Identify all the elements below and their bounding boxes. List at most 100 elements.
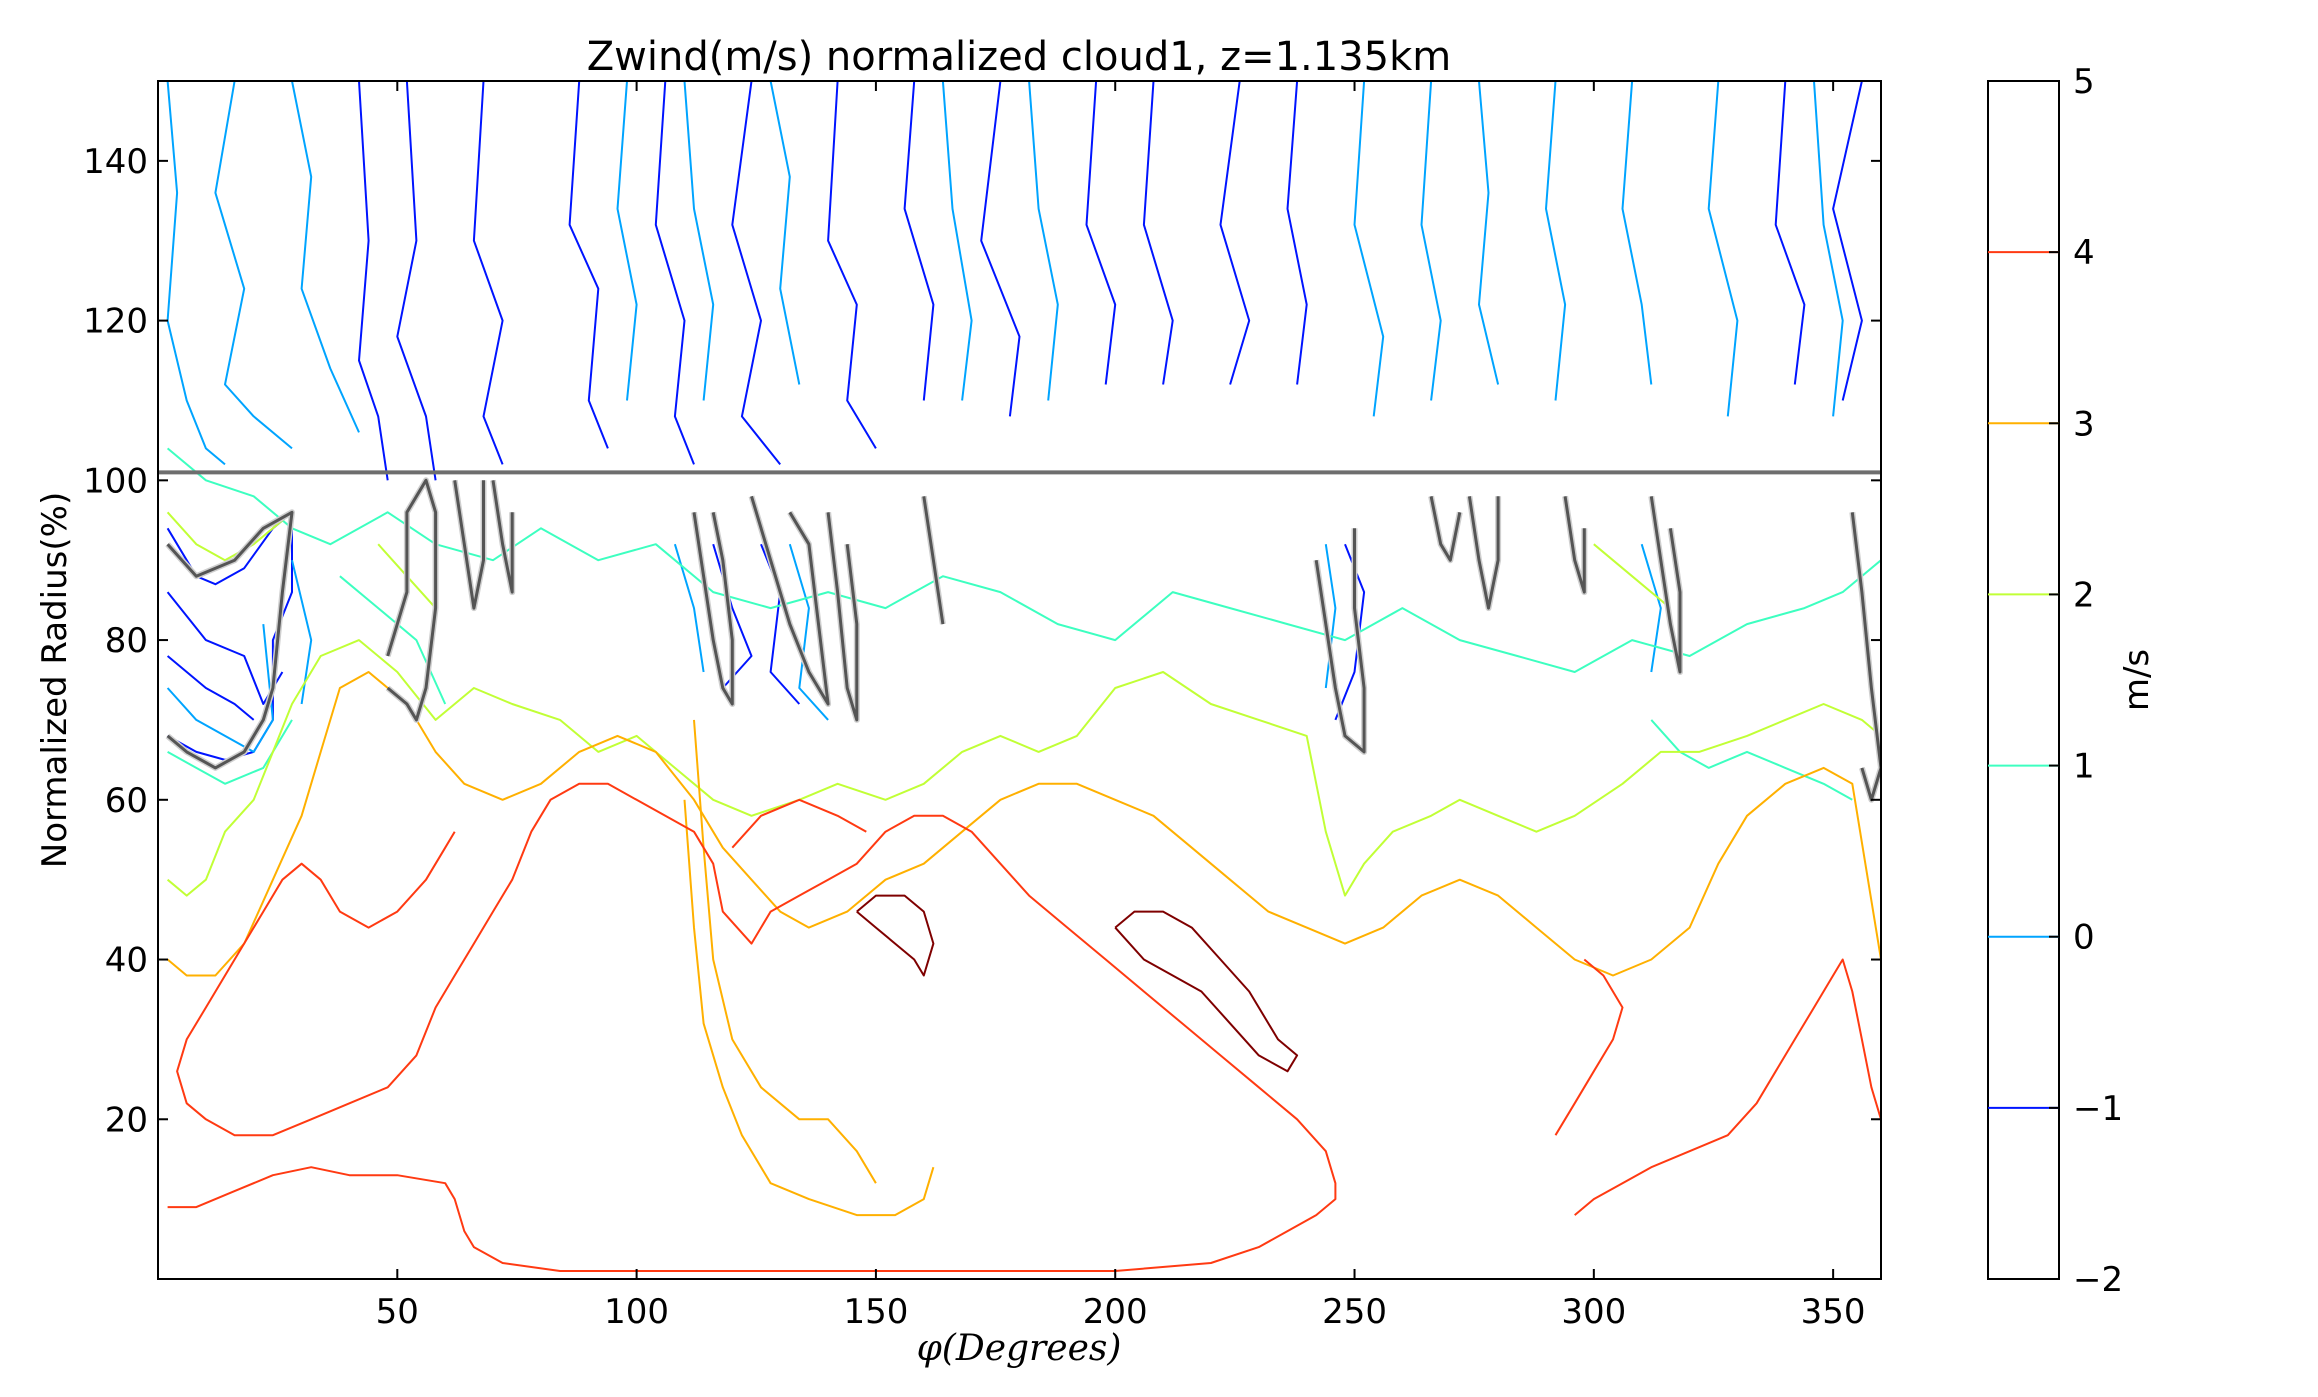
contour-level--1 — [568, 81, 609, 449]
colorbar-tick-label: 0 — [2073, 918, 2095, 958]
contour-level-2 — [1593, 543, 1672, 609]
y-tick-label: 40 — [105, 941, 148, 981]
contour-level--1 — [358, 81, 389, 481]
contour-level-1 — [166, 447, 1881, 673]
y-tick-label: 120 — [83, 302, 148, 342]
contour-level-0 — [291, 559, 313, 705]
x-tick-label: 100 — [604, 1292, 669, 1332]
contour-level-0 — [769, 81, 801, 385]
contour-level-0 — [1353, 81, 1385, 417]
contour-level-0 — [616, 81, 638, 401]
cloud-boundary-contour — [1314, 528, 1366, 754]
contour-level-3 — [683, 799, 935, 1217]
contour-level-4 — [1554, 958, 1624, 1136]
contour-level-0 — [166, 81, 226, 466]
contour-level-0 — [683, 81, 715, 401]
x-tick-label: 350 — [1801, 1292, 1866, 1332]
contour-level-0 — [1621, 81, 1653, 385]
contour-level-0 — [166, 624, 274, 753]
cloud-boundary-contour — [1429, 496, 1462, 562]
contour-level-0 — [291, 81, 360, 433]
cloud-boundary-contour — [386, 478, 438, 722]
x-tick-label: 300 — [1561, 1292, 1626, 1332]
x-tick-label: 200 — [1083, 1292, 1148, 1332]
cloud-boundary-contour — [1850, 512, 1881, 802]
contour-level--1 — [827, 81, 877, 449]
contour-level--1 — [1286, 81, 1308, 385]
contour-level--1 — [1774, 81, 1806, 385]
y-tick-label: 140 — [83, 142, 148, 182]
x-tick-label: 150 — [843, 1292, 908, 1332]
colorbar-tick-label: 2 — [2073, 575, 2095, 615]
contour-level--1 — [1832, 81, 1863, 401]
y-axis: 20 40 60 80 100 120 140 — [83, 142, 1881, 1140]
colorbar-tick-label: 3 — [2073, 404, 2095, 444]
colorbar-tick-label: −1 — [2073, 1089, 2123, 1129]
contour-level--1 — [166, 655, 255, 721]
y-tick-label: 20 — [105, 1100, 148, 1140]
contour-level--1 — [1142, 81, 1174, 385]
x-axis: 50 100 150 200 250 300 350 — [376, 81, 1866, 1332]
contour-level--1 — [731, 81, 781, 466]
cloud-boundary-contour — [453, 480, 485, 610]
cloud-boundary-contour — [491, 480, 514, 594]
cloud-boundary-contour — [1649, 496, 1682, 674]
contour-level--1 — [166, 511, 293, 761]
colorbar-ticks: 5 4 3 2 1 0 −1 −2 — [1988, 62, 2123, 1300]
contour-layer — [165, 81, 1881, 1272]
contour-level--1 — [903, 81, 935, 401]
cloud-boundary-contour — [826, 512, 859, 722]
contour-level--1 — [1219, 81, 1251, 385]
contour-level-5 — [1114, 910, 1299, 1073]
cloud-boundary-contour — [750, 495, 830, 706]
contour-level-0 — [788, 543, 829, 721]
contour-level--1 — [760, 543, 801, 705]
colorbar-tick-label: 1 — [2073, 747, 2095, 787]
chart-title: Zwind(m/s) normalized cloud1, z=1.135km — [587, 34, 1452, 80]
contour-level--1 — [654, 81, 695, 465]
contour-level-5 — [856, 894, 935, 977]
contour-level-2 — [166, 511, 293, 562]
colorbar-frame — [1987, 80, 2060, 1280]
contour-level-3 — [693, 719, 877, 1184]
colorbar-tick-label: 4 — [2073, 233, 2095, 273]
contour-level-0 — [214, 81, 293, 450]
y-tick-label: 60 — [105, 781, 148, 821]
contour-level--1 — [472, 81, 504, 465]
contour-level-3 — [166, 671, 1881, 977]
plot-frame — [157, 80, 1882, 1280]
contour-level-0 — [1813, 81, 1844, 417]
colorbar-tick-label: 5 — [2073, 62, 2095, 102]
cloud-boundary-contour — [922, 496, 945, 625]
contour-level-1 — [1650, 719, 1853, 801]
contour-level-0 — [1028, 81, 1059, 401]
cloud-boundary-contour — [166, 510, 294, 770]
y-tick-label: 80 — [105, 621, 148, 661]
colorbar: 5 4 3 2 1 0 −1 −2 m/s — [1987, 62, 2157, 1300]
contour-level-0 — [1478, 81, 1500, 385]
colorbar-label: m/s — [2117, 649, 2157, 711]
cloud-boundary-contour — [1467, 496, 1500, 610]
cloud-boundary-contour — [1563, 496, 1586, 594]
contour-level-4 — [1574, 958, 1881, 1216]
x-tick-label: 250 — [1322, 1292, 1387, 1332]
contour-level-4 — [167, 782, 1337, 1272]
contour-level-0 — [1545, 81, 1567, 401]
contour-level-0 — [941, 81, 973, 401]
contour-level-4 — [731, 798, 867, 849]
y-tick-label: 100 — [83, 461, 148, 501]
x-tick-label: 50 — [376, 1292, 419, 1332]
contour-level-0 — [1707, 81, 1739, 417]
contour-level--1 — [980, 81, 1021, 417]
contour-level-0 — [1640, 543, 1662, 673]
contour-level--1 — [396, 81, 437, 481]
contour-level--1 — [1085, 81, 1117, 385]
cloud-boundary-contour — [692, 512, 734, 706]
x-axis-label: φ(Degrees) — [917, 1328, 1122, 1369]
contour-level-2 — [166, 639, 1881, 897]
y-axis-label: Normalized Radius(%) — [35, 492, 75, 868]
contour-level-0 — [1420, 81, 1442, 401]
colorbar-tick-label: −2 — [2073, 1260, 2123, 1300]
